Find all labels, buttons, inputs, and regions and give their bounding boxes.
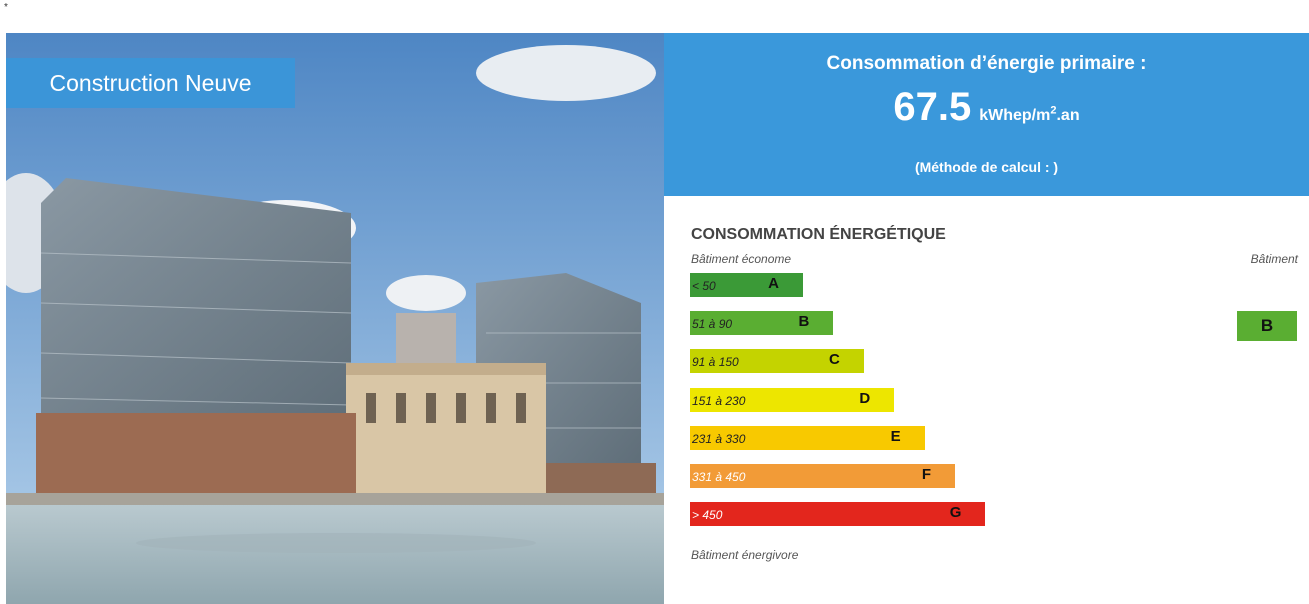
letter: E: [891, 428, 901, 445]
page: Construction Neuve {"asterisk": "*", "ph…: [0, 0, 1309, 604]
range: 51 à 90: [692, 317, 732, 331]
letter: G: [950, 504, 962, 521]
building-photo: [6, 33, 664, 604]
summary-value: 67.5: [893, 85, 971, 129]
energy-bar: 331 à 450 F: [690, 464, 955, 488]
range: 331 à 450: [692, 470, 745, 484]
range: 231 à 330: [692, 432, 745, 446]
range: < 50: [692, 279, 716, 293]
energy-bar: 231 à 330 E: [690, 426, 925, 450]
energy-bar: 51 à 90 B: [690, 311, 833, 335]
letter: A: [768, 275, 779, 292]
range: > 450: [692, 508, 722, 522]
body: * Construction Neuve Consommation d’éner…: [0, 0, 1309, 604]
unit-end: .an: [1056, 107, 1079, 124]
letter: C: [829, 351, 840, 368]
range: 91 à 150: [692, 355, 739, 369]
energy-bar: > 450 G: [690, 502, 985, 526]
summary-value-line: 67.5 kWhep/m2.an: [664, 85, 1309, 130]
badge: Construction Neuve: [6, 58, 295, 108]
summary-panel: Consommation d’énergie primaire : 67.5 kW…: [664, 33, 1309, 196]
range: 151 à 230: [692, 394, 745, 408]
summary-unit: kWhep/m2.an: [979, 107, 1079, 124]
energy-bar: 151 à 230 D: [690, 388, 894, 412]
asterisk: *: [4, 2, 8, 13]
energy-bar: < 50 A: [690, 273, 803, 297]
letter: F: [922, 466, 931, 483]
letter: D: [859, 390, 870, 407]
unit-main: kWhep/m: [979, 107, 1050, 124]
building-class: B: [1237, 311, 1297, 341]
letter: B: [799, 313, 810, 330]
top-note: Bâtiment économe: [691, 252, 791, 266]
energy-bar: 91 à 150 C: [690, 349, 864, 373]
bottom-note: Bâtiment énergivore: [691, 548, 798, 562]
label-title: CONSOMMATION ÉNERGÉTIQUE: [691, 226, 946, 244]
summary-method: (Méthode de calcul : ): [664, 159, 1309, 175]
summary-title: Consommation d’énergie primaire :: [664, 53, 1309, 75]
column-header: Bâtiment: [1251, 252, 1298, 266]
